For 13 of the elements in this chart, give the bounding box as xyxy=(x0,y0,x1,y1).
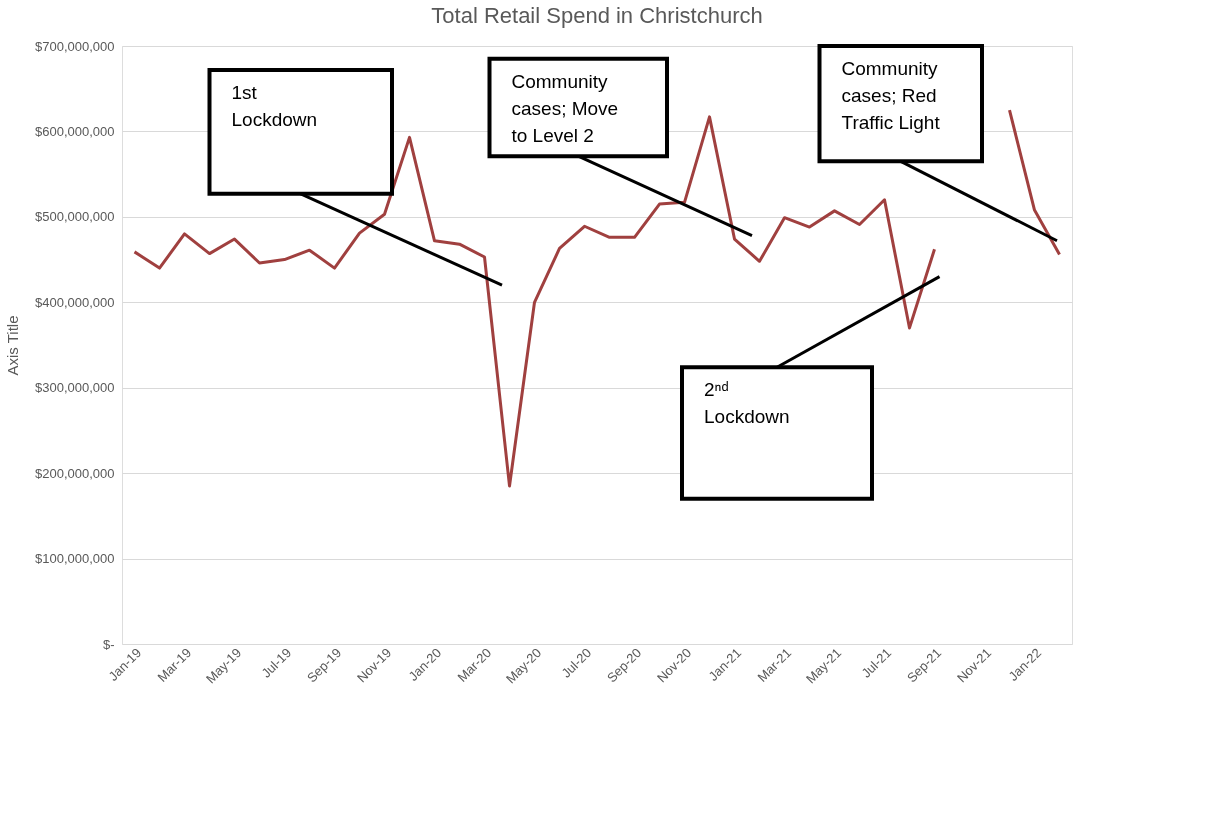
y-tick-label: $- xyxy=(102,636,115,652)
y-tick-label: $200,000,000 xyxy=(34,465,115,481)
annotation: Community cases; Move to Level 2 xyxy=(511,70,619,146)
annotation: 1st Lockdown xyxy=(231,81,318,130)
y-tick-label: $700,000,000 xyxy=(34,38,115,54)
y-tick-label: $100,000,000 xyxy=(34,551,115,567)
chart-title: Total Retail Spend in Christchurch xyxy=(431,3,763,28)
y-tick-label: $500,000,000 xyxy=(34,209,115,225)
y-tick-label: $600,000,000 xyxy=(34,123,115,139)
annotation: 2ⁿᵈ Lockdown xyxy=(704,379,790,428)
y-axis-title: Axis Title xyxy=(3,315,21,376)
y-tick-label: $400,000,000 xyxy=(34,294,115,310)
y-tick-label: $300,000,000 xyxy=(34,380,115,396)
